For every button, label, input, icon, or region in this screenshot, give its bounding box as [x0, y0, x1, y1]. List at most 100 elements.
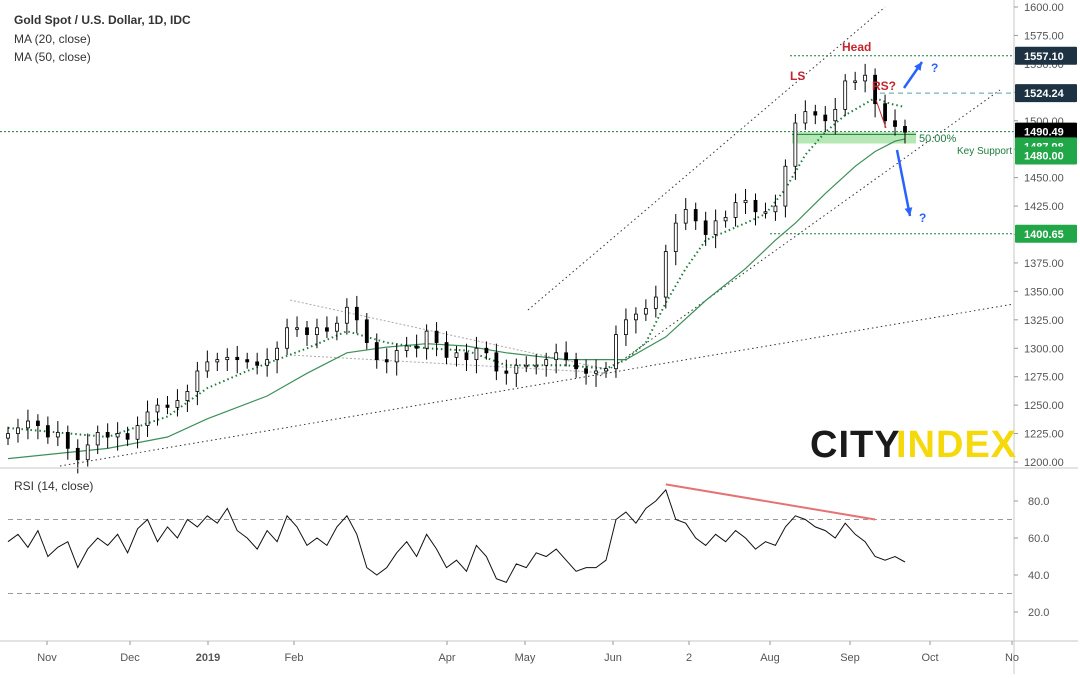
q-down: ? — [919, 211, 926, 225]
candle-body — [105, 432, 110, 438]
rs-marker — [875, 99, 887, 129]
candle-body — [733, 202, 738, 218]
candle-body — [753, 199, 758, 213]
candle-body — [554, 352, 559, 361]
candle-body — [394, 350, 399, 363]
candle-body — [873, 74, 877, 105]
candle-body — [624, 319, 628, 336]
price-badge-label: 1524.24 — [1024, 88, 1065, 100]
rsi-plot — [7, 483, 1014, 594]
time-tick-label: May — [515, 652, 536, 664]
candle-body — [95, 432, 100, 446]
logo-city: CITY — [810, 424, 901, 466]
price-tick-label: 1250.00 — [1024, 400, 1064, 412]
price-tick-label: 1225.00 — [1024, 429, 1064, 441]
candle-body — [155, 404, 160, 413]
candle-body — [813, 111, 818, 116]
candle-body — [135, 425, 140, 440]
rsi-tick-label: 40.0 — [1028, 570, 1049, 582]
candle-body — [893, 120, 897, 127]
candle-body — [65, 432, 70, 449]
candle-body — [474, 347, 479, 361]
candle-body — [275, 347, 280, 361]
candle-body — [205, 361, 210, 372]
price-tick-label: 1575.00 — [1024, 30, 1064, 42]
channel-lower — [599, 89, 1001, 377]
candle-body — [673, 222, 678, 252]
rsi-line — [7, 488, 906, 584]
candle-body — [763, 211, 768, 214]
candle-body — [504, 370, 509, 374]
candle-body — [26, 420, 30, 429]
candle-body — [85, 444, 90, 461]
candle-body — [444, 342, 449, 358]
candle-body — [863, 74, 868, 82]
candle-body — [783, 165, 788, 207]
rsi-tick-label: 20.0 — [1028, 607, 1049, 619]
candle-body — [265, 359, 270, 366]
candle-body — [614, 334, 618, 370]
ma20-line — [7, 96, 906, 439]
candle-body — [245, 359, 250, 363]
candle-body — [185, 391, 190, 401]
price-badge-label: 1400.65 — [1024, 229, 1064, 241]
time-tick-label: 2019 — [196, 652, 220, 664]
candle-body — [693, 209, 698, 222]
price-plot — [0, 6, 1015, 474]
time-tick-label: Sep — [840, 652, 860, 664]
candle-body — [295, 327, 299, 330]
price-tick-label: 1300.00 — [1024, 343, 1064, 355]
candle-body — [833, 108, 838, 122]
candle-body — [713, 220, 718, 235]
candle-body — [145, 411, 150, 427]
q-up: ? — [931, 61, 938, 75]
candle-body — [325, 327, 329, 332]
candle-body — [663, 251, 668, 298]
candle-body — [225, 356, 230, 361]
price-tick-label: 1275.00 — [1024, 372, 1064, 384]
candle-body — [36, 420, 40, 426]
time-tick-label: Oct — [921, 652, 938, 664]
candle-body — [235, 356, 240, 361]
candle-body — [853, 80, 858, 83]
support-zone — [792, 132, 916, 144]
price-tick-label: 1200.00 — [1024, 457, 1064, 469]
price-tick-label: 1425.00 — [1024, 201, 1064, 213]
candle-body — [215, 359, 220, 363]
price-badge-label: 1557.10 — [1024, 51, 1064, 63]
annotation-fib: 50.00% — [919, 133, 957, 145]
annotation-ls: LS — [790, 69, 805, 83]
ma50-legend: MA (50, close) — [14, 50, 91, 64]
ma50-line — [7, 138, 906, 460]
candle-body — [723, 217, 728, 222]
rsi-tick-label: 60.0 — [1028, 533, 1049, 545]
candle-body — [6, 433, 10, 439]
time-tick-label: 2 — [686, 652, 692, 664]
triangle-lower — [289, 354, 611, 374]
chart-title: Gold Spot / U.S. Dollar, 1D, IDC — [14, 13, 191, 27]
annotation-head: Head — [842, 40, 871, 54]
price-tick-label: 1325.00 — [1024, 315, 1064, 327]
ma20-legend: MA (20, close) — [14, 32, 91, 46]
trendline-long-support — [59, 303, 1015, 467]
candle-body — [16, 427, 20, 434]
arrow-down-head — [904, 207, 913, 216]
candle-body — [464, 352, 469, 361]
candle-body — [315, 327, 319, 335]
candle-body — [354, 306, 359, 321]
candle-body — [634, 313, 638, 321]
candle-body — [55, 432, 60, 438]
labels: Head LS RS? 50.00%Key Support?? 1557.10 1524.… — [790, 40, 1077, 243]
arrow-down — [895, 149, 912, 217]
candle-body — [823, 114, 828, 122]
candle-body — [165, 404, 170, 408]
price-badge-label: 1490.49 — [1024, 127, 1064, 139]
time-tick-label: Feb — [285, 652, 304, 664]
candle-body — [175, 400, 180, 408]
candle-body — [883, 103, 887, 122]
candle-body — [524, 364, 529, 368]
candle-body — [653, 296, 658, 309]
candle-body — [574, 359, 578, 370]
